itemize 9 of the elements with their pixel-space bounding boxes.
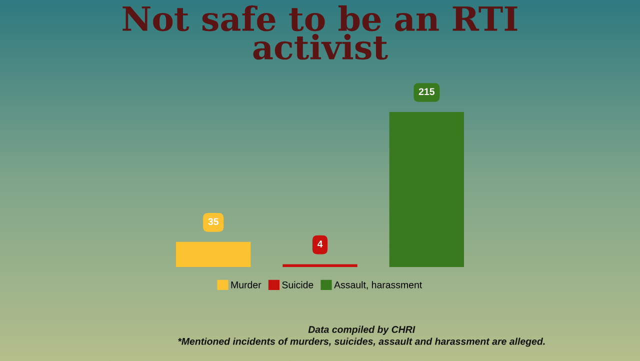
legend-label: Suicide bbox=[282, 281, 314, 288]
legend-label: Assault, harassment bbox=[334, 281, 422, 290]
data-label: 4 bbox=[317, 240, 323, 248]
chart-title: Not safe to be an RTI activist bbox=[122, 5, 518, 60]
legend-label: Murder bbox=[231, 281, 262, 288]
text: Data compiled by CHRI bbox=[308, 326, 416, 335]
data-label: 215 bbox=[418, 88, 435, 96]
text: *Mentioned incidents of murders, suicides, assault and harassment are alleged. bbox=[178, 338, 545, 347]
data-label: 35 bbox=[208, 218, 218, 226]
